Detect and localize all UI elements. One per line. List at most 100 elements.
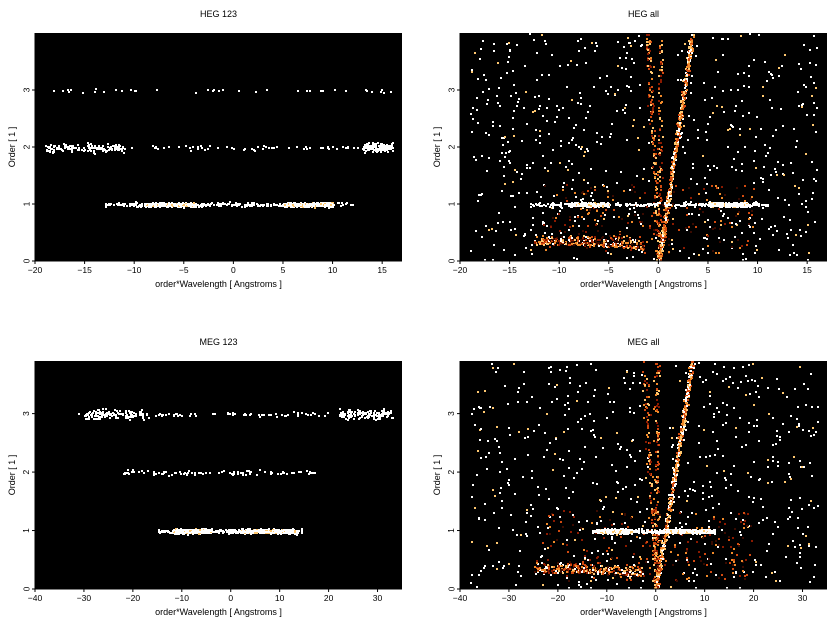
count-cell <box>659 241 661 243</box>
count-cell <box>300 204 302 206</box>
count-cell <box>189 147 191 149</box>
count-cell <box>520 178 522 180</box>
count-cell <box>748 223 750 225</box>
count-cell <box>239 203 241 205</box>
count-cell <box>686 69 688 71</box>
count-cell <box>625 68 627 70</box>
count-cell <box>699 203 701 205</box>
count-cell <box>756 249 758 251</box>
count-cell <box>670 185 672 187</box>
count-cell <box>188 205 190 207</box>
count-cell <box>613 235 615 237</box>
count-cell <box>542 115 544 117</box>
count-cell <box>605 250 607 252</box>
count-cell <box>739 220 741 222</box>
count-cell <box>722 205 724 207</box>
count-cell <box>626 139 628 141</box>
count-cell <box>392 150 394 152</box>
count-cell <box>526 167 528 169</box>
count-cells <box>78 408 394 536</box>
count-cell <box>352 204 354 206</box>
count-cell <box>664 232 666 234</box>
count-cell <box>762 86 764 88</box>
count-cell <box>72 145 74 147</box>
count-cell <box>560 140 562 142</box>
count-cell <box>673 171 675 173</box>
count-cell <box>660 200 662 202</box>
count-cell <box>812 124 814 126</box>
count-cell <box>658 245 660 247</box>
count-cell <box>690 82 692 84</box>
count-cell <box>748 86 750 88</box>
count-cell <box>130 89 132 91</box>
count-cell <box>559 210 561 212</box>
count-cell <box>587 213 589 215</box>
count-cell <box>595 224 597 226</box>
count-cell <box>652 166 654 168</box>
count-cell <box>777 197 779 199</box>
count-cell <box>115 144 117 146</box>
count-cell <box>741 100 743 102</box>
count-cell <box>82 92 84 94</box>
count-cell <box>366 90 368 92</box>
count-cell <box>535 139 537 141</box>
count-cell <box>611 123 613 125</box>
count-cell <box>737 239 739 241</box>
count-cell <box>805 153 807 155</box>
count-cell <box>273 147 275 149</box>
count-cell <box>597 239 599 241</box>
count-cell <box>712 228 714 230</box>
count-cell <box>88 147 90 149</box>
count-cell <box>794 185 796 187</box>
count-cell <box>580 199 582 201</box>
count-cell <box>686 229 688 231</box>
x-axis-label: order*Wavelength [ Angstroms ] <box>155 279 282 289</box>
count-cell <box>568 160 570 162</box>
count-cell <box>107 143 109 145</box>
count-cell <box>626 257 628 259</box>
count-cell <box>646 34 648 36</box>
count-cell <box>70 89 72 91</box>
count-cell <box>562 189 564 191</box>
count-cell <box>754 252 756 254</box>
count-cell <box>297 203 299 205</box>
count-cell <box>605 239 607 241</box>
count-cell <box>552 149 554 151</box>
count-cell <box>484 259 486 261</box>
count-cell <box>736 203 738 205</box>
count-cell <box>607 205 609 207</box>
count-cell <box>550 226 552 228</box>
count-cell <box>587 236 589 238</box>
count-cell <box>807 259 809 261</box>
count-cell <box>544 185 546 187</box>
count-cell <box>651 78 653 80</box>
count-cell <box>704 177 706 179</box>
count-cell <box>560 232 562 234</box>
count-cell <box>693 253 695 255</box>
count-cell <box>675 185 677 187</box>
count-cell <box>753 182 755 184</box>
count-cell <box>49 151 51 153</box>
count-cell <box>797 91 799 93</box>
count-cell <box>574 205 576 207</box>
count-cell <box>612 239 614 241</box>
count-cell <box>660 75 662 77</box>
count-cell <box>649 40 651 42</box>
count-cell <box>656 204 658 206</box>
count-cell <box>595 240 597 242</box>
count-cell <box>327 146 329 148</box>
count-cell <box>386 146 388 148</box>
count-cell <box>692 167 694 169</box>
x-tick-label: 15 <box>377 265 387 275</box>
count-cell <box>731 246 733 248</box>
panel-title: MEG 123 <box>199 337 237 347</box>
count-cell <box>754 222 756 224</box>
count-cell <box>605 233 607 235</box>
count-cell <box>637 214 639 216</box>
count-cell <box>588 204 590 206</box>
count-cell <box>377 142 379 144</box>
count-cell <box>238 90 240 92</box>
count-cell <box>514 254 516 256</box>
count-cell <box>659 250 661 252</box>
count-cell <box>569 204 571 206</box>
